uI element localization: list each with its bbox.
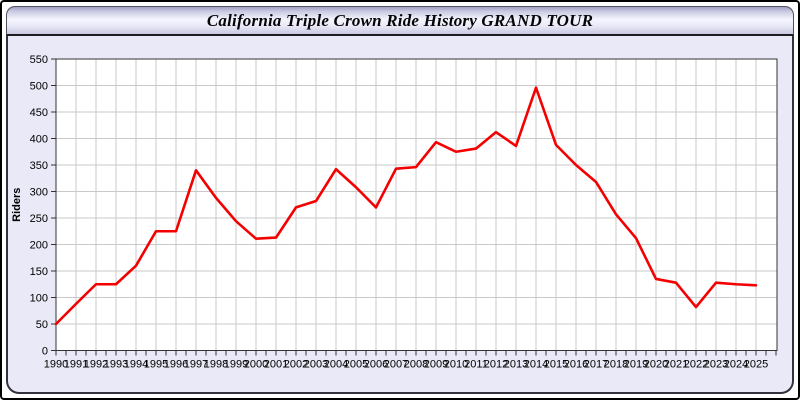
svg-text:2014: 2014 (524, 359, 548, 371)
svg-text:2019: 2019 (624, 359, 648, 371)
svg-text:100: 100 (30, 293, 48, 305)
svg-text:2004: 2004 (324, 359, 348, 371)
svg-text:2001: 2001 (264, 359, 288, 371)
svg-text:2002: 2002 (284, 359, 308, 371)
svg-text:2003: 2003 (304, 359, 328, 371)
svg-text:2008: 2008 (404, 359, 428, 371)
svg-text:2011: 2011 (464, 359, 488, 371)
svg-text:2007: 2007 (384, 359, 408, 371)
chart-panel: 0 50 100 150 200 250 300 350 400 450 500 550 1990 199… (6, 36, 794, 394)
svg-text:2005: 2005 (344, 359, 368, 371)
svg-text:1997: 1997 (184, 359, 208, 371)
svg-text:2017: 2017 (584, 359, 608, 371)
svg-text:1999: 1999 (224, 359, 248, 371)
svg-text:Riders: Riders (11, 188, 23, 222)
svg-text:2012: 2012 (484, 359, 508, 371)
svg-text:1995: 1995 (144, 359, 168, 371)
svg-text:350: 350 (30, 160, 48, 172)
svg-text:2023: 2023 (704, 359, 728, 371)
title-bar: California Triple Crown Ride History GRA… (6, 6, 794, 36)
svg-text:1992: 1992 (84, 359, 108, 371)
svg-text:2009: 2009 (424, 359, 448, 371)
svg-text:2013: 2013 (504, 359, 528, 371)
svg-text:2015: 2015 (544, 359, 568, 371)
svg-text:2021: 2021 (664, 359, 688, 371)
svg-text:1993: 1993 (104, 359, 128, 371)
svg-text:400: 400 (30, 134, 48, 146)
svg-text:2025: 2025 (744, 359, 768, 371)
svg-text:200: 200 (30, 240, 48, 252)
svg-text:2010: 2010 (444, 359, 468, 371)
svg-text:450: 450 (30, 107, 48, 119)
svg-text:2024: 2024 (724, 359, 748, 371)
svg-text:1994: 1994 (124, 359, 148, 371)
svg-text:2018: 2018 (604, 359, 628, 371)
svg-text:2006: 2006 (364, 359, 388, 371)
svg-text:2022: 2022 (684, 359, 708, 371)
svg-text:150: 150 (30, 266, 48, 278)
svg-text:50: 50 (36, 319, 48, 331)
svg-text:2020: 2020 (644, 359, 668, 371)
svg-text:0: 0 (42, 346, 48, 358)
svg-text:300: 300 (30, 187, 48, 199)
page-title: California Triple Crown Ride History GRA… (206, 10, 594, 30)
svg-text:500: 500 (30, 81, 48, 93)
svg-text:1991: 1991 (64, 359, 88, 371)
svg-text:2000: 2000 (244, 359, 268, 371)
svg-text:1990: 1990 (44, 359, 68, 371)
ride-history-line-chart: 0501001502002503003504004505005501990199… (11, 54, 778, 371)
svg-text:2016: 2016 (564, 359, 588, 371)
svg-text:250: 250 (30, 213, 48, 225)
svg-text:550: 550 (30, 54, 48, 66)
svg-text:1996: 1996 (164, 359, 188, 371)
svg-text:1998: 1998 (204, 359, 228, 371)
